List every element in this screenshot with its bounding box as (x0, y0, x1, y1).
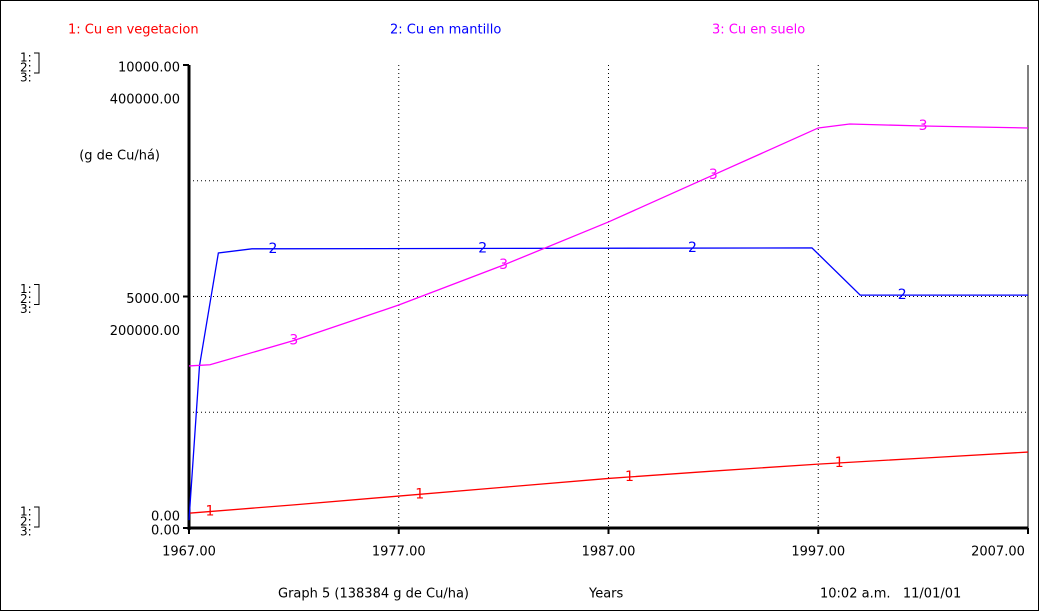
axis-key: 1: (20, 282, 32, 296)
y2-tick-label: 400000.00 (110, 93, 180, 108)
axis-key: 2: (20, 515, 32, 529)
x-tick-label: 2007.00 (971, 545, 1025, 560)
series-marker: 3 (709, 167, 718, 183)
y2-tick-label: 200000.00 (110, 324, 180, 339)
x-tick-label: 1977.00 (372, 545, 426, 560)
series-marker: 3 (919, 118, 928, 134)
legend-entry: 1: Cu en vegetacion (68, 23, 199, 38)
axis-key: 3: (20, 302, 32, 316)
legend-entry: 3: Cu en suelo (712, 23, 805, 38)
axis-key: 2: (20, 61, 32, 75)
axis-key-bracket (34, 284, 40, 305)
y-axis-label: (g de Cu/há) (79, 149, 160, 164)
series-marker: 2 (268, 241, 277, 257)
axis-key: 3: (20, 71, 32, 85)
y-tick-label: 10000.00 (118, 61, 180, 76)
y-tick-label: 5000.00 (126, 292, 180, 307)
x-tick-label: 1987.00 (582, 545, 636, 560)
x-axis-label: Years (588, 587, 624, 602)
axis-key: 2: (20, 292, 32, 306)
series-marker: 2 (898, 287, 907, 303)
axis-key-bracket (34, 52, 40, 74)
legend-entry: 2: Cu en mantillo (390, 23, 501, 38)
axis-key: 1: (20, 505, 32, 519)
footer-right: 10:02 a.m. 11/01/01 (820, 587, 961, 602)
axis-key-bracket (34, 506, 40, 528)
series-marker: 1 (415, 486, 424, 502)
y-tick-label: 0.00 (151, 510, 180, 525)
series-marker: 2 (688, 240, 697, 256)
x-tick-label: 1967.00 (162, 545, 216, 560)
series-marker: 1 (206, 504, 215, 520)
x-tick-label: 1997.00 (791, 545, 845, 560)
series-line (188, 123, 1029, 367)
axis-key: 1: (20, 51, 32, 65)
footer-left: Graph 5 (138384 g de Cu/ha) (278, 587, 469, 602)
y2-tick-label: 0.00 (151, 524, 180, 539)
series-marker: 1 (625, 469, 634, 485)
series-line (188, 451, 1029, 514)
series-marker: 1 (835, 455, 844, 471)
series-marker: 2 (478, 240, 487, 256)
axis-key: 3: (20, 525, 32, 539)
series-marker: 3 (499, 257, 508, 273)
series-marker: 3 (289, 332, 298, 348)
